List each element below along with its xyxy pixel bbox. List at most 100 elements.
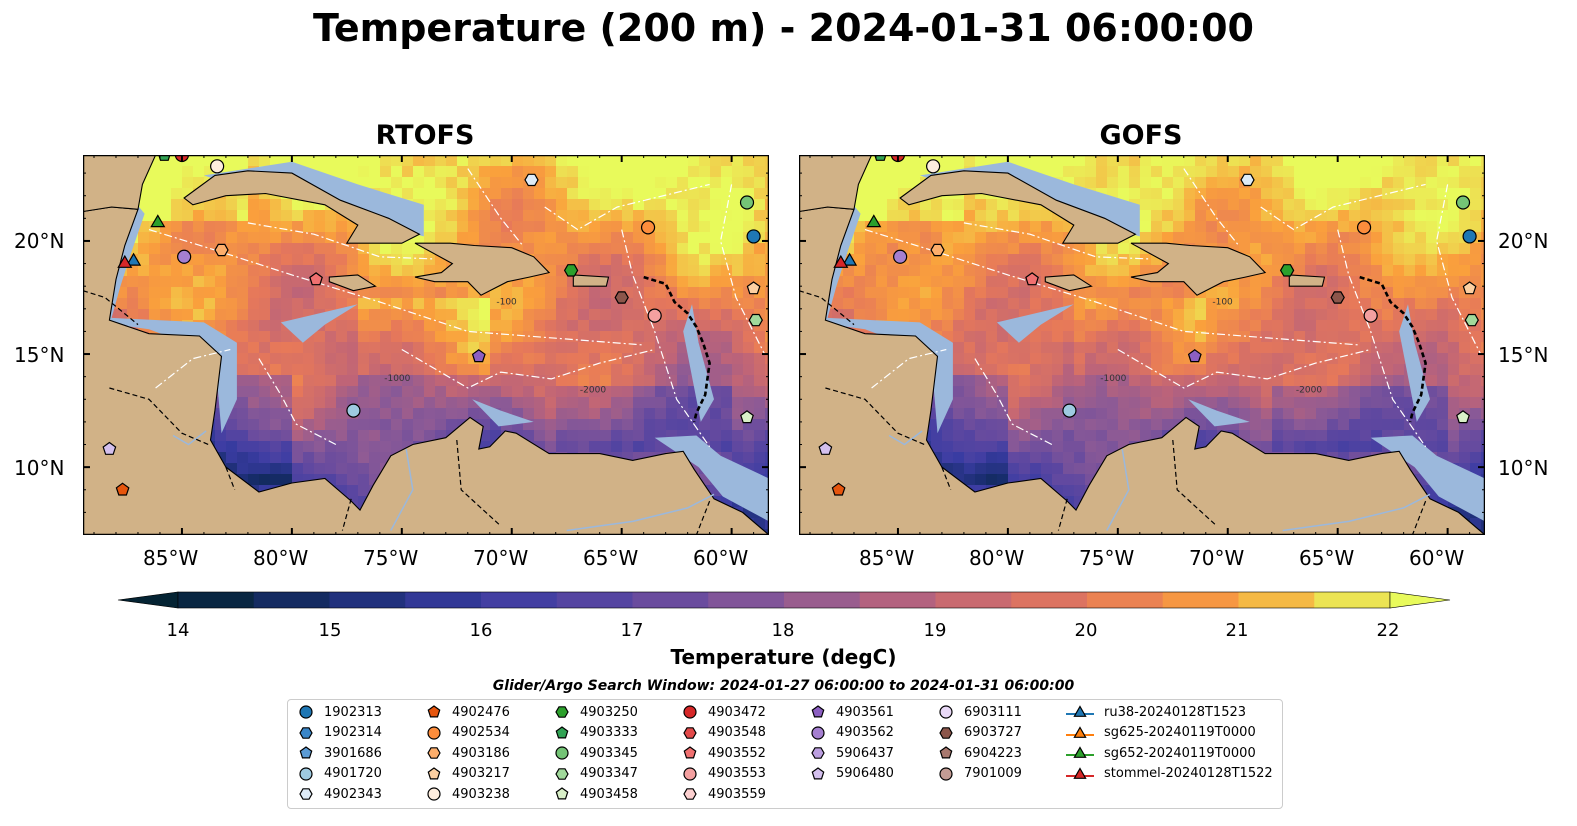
legend-marker-hexagon xyxy=(939,726,953,739)
cbar-segment xyxy=(1314,592,1391,608)
legend-label: 4901720 xyxy=(324,766,382,781)
argo-float-4903333 xyxy=(158,155,171,161)
argo-float-4903552 xyxy=(1025,272,1039,286)
legend-marker-circle xyxy=(555,746,569,760)
lat-label-15n-right: 15°N xyxy=(1498,343,1549,367)
cbar-tick-15: 15 xyxy=(318,620,342,641)
legend-marker-pentagon xyxy=(555,725,569,738)
lon-label-70w-rtofs: 70°W xyxy=(473,546,529,570)
cbar-tick-14: 14 xyxy=(166,620,190,641)
country-border xyxy=(456,439,502,527)
argo-float-4902476 xyxy=(831,482,846,496)
legend-triangle-icon xyxy=(1073,746,1087,758)
lon-label-80w-rtofs: 80°W xyxy=(253,546,309,570)
land-yucatan xyxy=(799,155,873,213)
eez-boundary xyxy=(1260,183,1426,231)
argo-float-4903562 xyxy=(177,249,192,264)
shallow-shelf xyxy=(1370,435,1485,522)
rtofs-map[interactable]: -1000 -2000 -100 xyxy=(83,155,769,535)
legend-marker-pentagon xyxy=(427,705,441,718)
legend-item-ru38-20240128T1523: ru38-20240128T1523 xyxy=(1066,704,1246,720)
eez-boundary xyxy=(963,222,1151,260)
legend-label: sg625-20240119T0000 xyxy=(1104,725,1256,740)
legend-label: ru38-20240128T1523 xyxy=(1104,704,1247,720)
lon-label-65w-gofs: 65°W xyxy=(1299,546,1355,570)
land-puertoRico xyxy=(1288,274,1326,287)
lon-label-85w-rtofs: 85°W xyxy=(143,546,199,570)
argo-float-6903727 xyxy=(614,291,629,304)
legend-marker-pentagon xyxy=(555,787,569,800)
legend-label: 4903250 xyxy=(580,704,638,720)
argo-float-4902343 xyxy=(1240,173,1255,187)
shallow-shelf xyxy=(1188,399,1250,427)
lon-label-75w-gofs: 75°W xyxy=(1079,546,1135,570)
legend-marker-circle xyxy=(811,725,825,740)
argo-float-4903333 xyxy=(874,155,887,161)
legend-hexagon-icon xyxy=(299,726,313,739)
gofs-map[interactable]: -1000 -2000 -100 xyxy=(799,155,1485,535)
legend-label: 4903559 xyxy=(708,786,766,802)
cbar-segment xyxy=(1238,592,1315,608)
legend-label: stommel-20240128T1522 xyxy=(1104,766,1273,781)
eez-boundary xyxy=(974,358,1053,446)
eez-boundary xyxy=(1183,168,1240,246)
argo-float-4902534 xyxy=(640,220,656,235)
cbar-tick-22: 22 xyxy=(1376,620,1400,641)
legend-item-4903559: 4903559 xyxy=(682,786,766,802)
cbar-tick-19: 19 xyxy=(923,620,947,641)
argo-float-6903727 xyxy=(1330,291,1345,304)
shallow-shelf xyxy=(280,304,358,343)
argo-float-4903345 xyxy=(1455,195,1471,210)
legend-item-4903186: 4903186 xyxy=(426,745,510,761)
legend-item-4903458: 4903458 xyxy=(554,786,638,802)
river xyxy=(888,430,923,446)
legend-label: 4902343 xyxy=(324,786,382,802)
legend-marker-triangle xyxy=(1066,705,1094,717)
lat-label-10n-right: 10°N xyxy=(1498,456,1549,480)
legend-item-5906437: 5906437 xyxy=(810,745,894,761)
legend-pentagon-icon xyxy=(811,766,825,779)
cbar-segment xyxy=(632,592,709,608)
shallow-shelf xyxy=(996,304,1074,343)
bathymetry-contour-label: -1000 xyxy=(384,374,410,384)
legend-item-4903548: 4903548 xyxy=(682,725,766,741)
country-border xyxy=(799,290,855,326)
legend-marker-triangle xyxy=(1066,766,1094,779)
cbar-segment xyxy=(253,592,330,608)
legend-triangle-icon xyxy=(1073,705,1087,717)
legend-marker-hexagon xyxy=(811,747,825,759)
map-frame xyxy=(799,155,1485,535)
legend-pentagon-icon xyxy=(427,705,441,718)
legend-marker-circle xyxy=(939,705,953,719)
figure-title: Temperature (200 m) - 2024-01-31 06:00:0… xyxy=(312,6,1254,50)
legend-item-4903250: 4903250 xyxy=(554,704,638,720)
argo-float-4903186 xyxy=(930,243,945,257)
lat-label-15n-left: 15°N xyxy=(14,343,65,367)
lat-label-20n-right: 20°N xyxy=(1498,229,1549,253)
map-frame xyxy=(83,155,769,535)
legend-circle-icon xyxy=(427,725,441,740)
legend-marker-circle xyxy=(683,705,697,719)
lon-label-60w-gofs: 60°W xyxy=(1409,546,1465,570)
lon-label-85w-gofs: 85°W xyxy=(859,546,915,570)
legend-label: 1902313 xyxy=(324,704,382,720)
legend-label: 3901686 xyxy=(324,745,382,761)
glider-sg652-20240119T0000 xyxy=(866,214,882,228)
legend-label: 4902476 xyxy=(452,704,510,720)
legend-marker-hexagon xyxy=(555,767,569,780)
argo-float-4903347 xyxy=(748,313,763,327)
legend-item-1902314: 1902314 xyxy=(298,725,382,741)
legend-box: 1902313 1902314 3901686 4901720 4902343 49024… xyxy=(287,699,1283,809)
legend-pentagon-icon xyxy=(299,746,313,759)
cbar-tick-17: 17 xyxy=(620,620,644,641)
argo-float-4903553 xyxy=(1363,308,1378,323)
legend-triangle-icon xyxy=(1073,766,1087,779)
shallow-shelf xyxy=(472,399,534,427)
argo-float-1902313 xyxy=(746,229,761,244)
legend-marker-circle xyxy=(299,705,313,719)
country-border xyxy=(941,466,952,491)
argo-float-4903347 xyxy=(1464,313,1479,327)
temperature-colorbar xyxy=(117,591,1451,609)
legend-circle-icon xyxy=(683,766,697,781)
cbar-segment xyxy=(784,592,861,608)
